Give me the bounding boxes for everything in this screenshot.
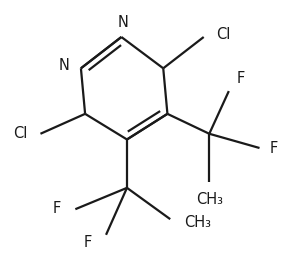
Text: N: N [58,58,69,73]
Text: CH₃: CH₃ [184,215,211,230]
Text: F: F [52,201,61,216]
Text: F: F [84,235,92,250]
Text: CH₃: CH₃ [196,192,223,207]
Text: F: F [269,141,277,156]
Text: N: N [117,15,128,30]
Text: Cl: Cl [13,126,28,141]
Text: F: F [237,71,245,86]
Text: Cl: Cl [216,27,231,42]
